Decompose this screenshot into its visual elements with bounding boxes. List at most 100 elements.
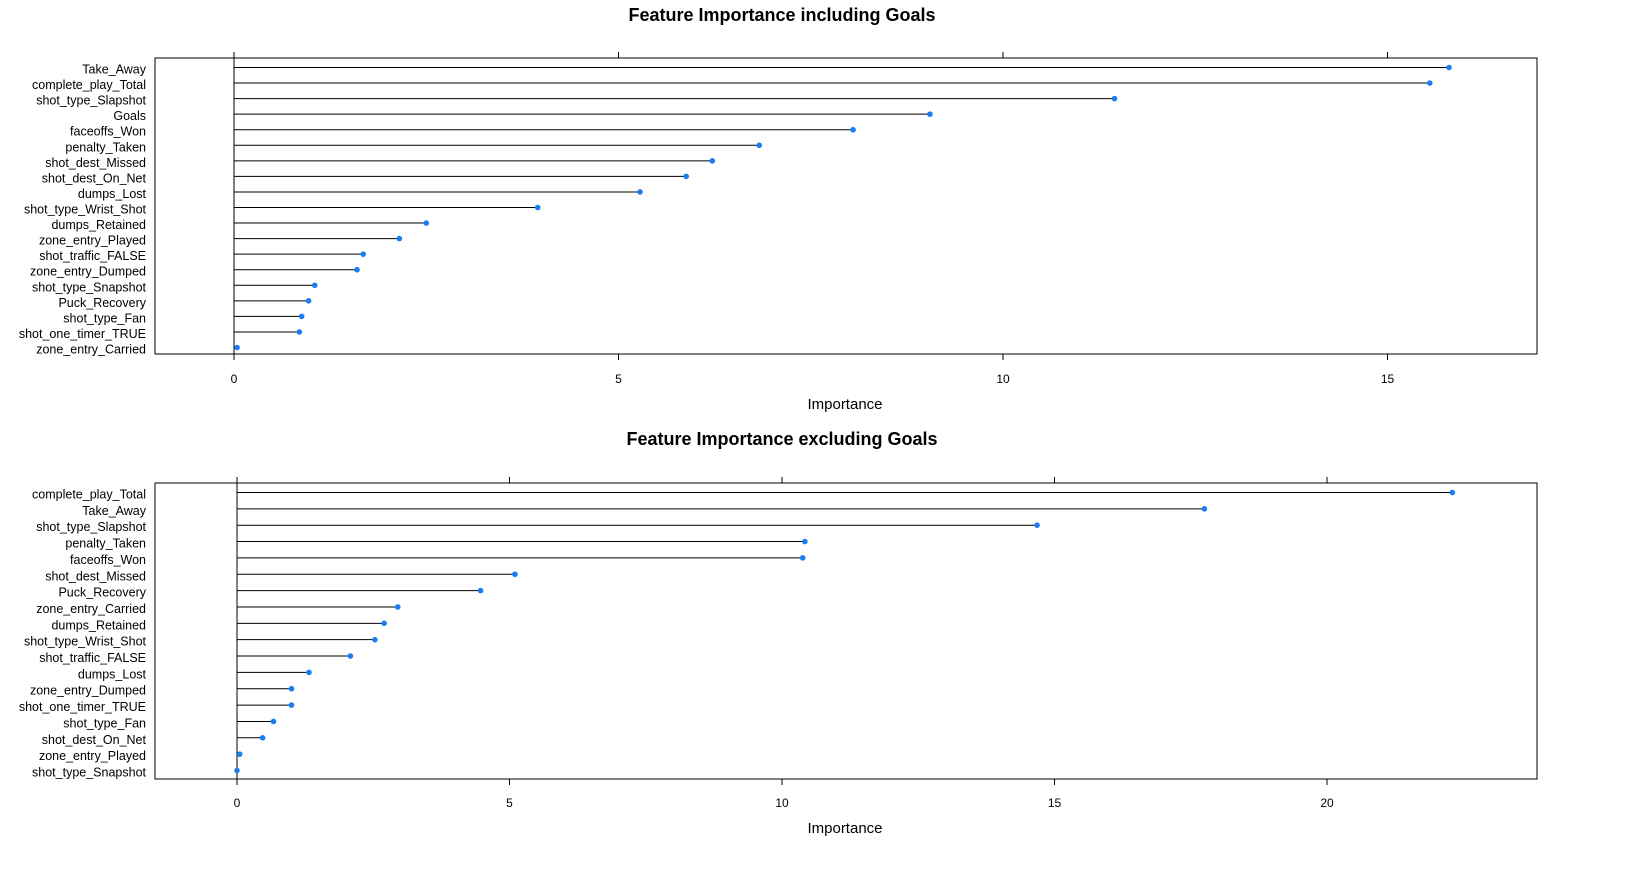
y-tick-label: faceoffs_Won <box>70 553 146 567</box>
y-tick-label: Take_Away <box>82 504 146 518</box>
plot-frame <box>154 57 1538 355</box>
lollipop-point <box>802 538 808 545</box>
lollipop-point <box>288 685 295 692</box>
lollipop-point <box>311 282 318 289</box>
lollipop-point <box>756 142 763 149</box>
lollipop-point <box>296 329 303 335</box>
lollipop-point <box>423 220 430 226</box>
lollipop-point <box>1111 95 1118 102</box>
y-tick-label: shot_type_Slapshot <box>36 520 146 534</box>
plot-frame <box>154 482 1538 780</box>
x-axis-label: Importance <box>807 820 882 837</box>
lollipop-point <box>354 266 360 273</box>
y-tick-label: shot_one_timer_TRUE <box>19 327 146 341</box>
y-tick-label: shot_dest_On_Net <box>42 733 147 747</box>
y-tick-label: shot_dest_Missed <box>45 569 146 583</box>
x-tick-label-20: 20 <box>1320 796 1334 810</box>
panel-excluding-goals: Feature Importance excluding Goals 0 5 10 1… <box>19 429 1538 837</box>
lollipop-point <box>512 571 518 578</box>
lollipop-point <box>1034 522 1040 529</box>
lollipop-point <box>850 126 856 133</box>
y-tick-label: shot_type_Wrist_Shot <box>24 635 147 649</box>
y-tick-label: complete_play_Total <box>32 78 146 92</box>
panel-including-goals: Feature Importance including Goals 0 5 10 1… <box>19 5 1538 413</box>
lollipop-point <box>298 313 305 320</box>
y-tick-label: dumps_Lost <box>78 667 147 681</box>
lollipop-point <box>347 653 354 659</box>
y-tick-label: complete_play_Total <box>32 488 146 502</box>
lollipop-point <box>270 718 277 725</box>
y-tick-label: Puck_Recovery <box>58 586 146 600</box>
y-tick-label: shot_type_Snapshot <box>32 766 147 780</box>
lollipop-point <box>1201 506 1208 512</box>
bottom-tick-marks <box>236 779 1328 785</box>
y-tick-label: shot_type_Wrist_Shot <box>24 203 147 217</box>
top-tick-marks <box>233 52 1388 58</box>
y-tick-label: shot_type_Fan <box>63 716 146 730</box>
x-tick-labels: 0 5 10 15 20 <box>234 796 1334 810</box>
y-tick-label: zone_entry_Played <box>39 749 146 763</box>
y-tick-labels: complete_play_Total Take_Away shot_type_Sl… <box>19 488 147 780</box>
x-tick-labels: 0 5 10 15 <box>231 372 1395 386</box>
bottom-tick-marks <box>233 354 1388 360</box>
x-tick-label-5: 5 <box>615 372 622 386</box>
y-tick-label: shot_type_Snapshot <box>32 280 147 294</box>
lollipop-point <box>288 702 295 708</box>
x-tick-label-15: 15 <box>1381 372 1395 386</box>
lollipop-point <box>306 669 312 676</box>
lollipop-point <box>394 604 401 610</box>
lollipop-point <box>1426 80 1433 86</box>
y-tick-label: dumps_Lost <box>78 187 147 201</box>
lollipop-point <box>683 173 689 180</box>
y-tick-label: zone_entry_Carried <box>36 343 146 357</box>
lollipop-marks <box>234 489 1456 774</box>
top-tick-marks <box>236 477 1328 483</box>
chart-title: Feature Importance excluding Goals <box>626 429 937 449</box>
x-axis-label: Importance <box>807 396 882 413</box>
y-tick-label: penalty_Taken <box>65 537 146 551</box>
y-tick-label: shot_type_Fan <box>63 311 146 325</box>
y-tick-label: shot_type_Slapshot <box>36 94 146 108</box>
y-tick-label: zone_entry_Carried <box>36 602 146 616</box>
lollipop-point <box>381 620 387 627</box>
lollipop-point <box>534 204 541 211</box>
y-tick-label: faceoffs_Won <box>70 125 146 139</box>
y-tick-label: dumps_Retained <box>51 618 146 632</box>
lollipop-point <box>799 555 806 561</box>
y-tick-label: penalty_Taken <box>65 140 146 154</box>
y-tick-label: shot_traffic_FALSE <box>39 249 146 263</box>
lollipop-point <box>236 751 243 757</box>
lollipop-point <box>637 189 643 195</box>
lollipop-marks <box>234 64 1452 351</box>
y-tick-label: zone_entry_Played <box>39 234 146 248</box>
lollipop-point <box>234 344 240 351</box>
y-tick-label: shot_one_timer_TRUE <box>19 700 146 714</box>
lollipop-point <box>396 235 403 242</box>
lollipop-point <box>1449 489 1456 496</box>
x-tick-label-5: 5 <box>506 796 513 810</box>
y-tick-label: Puck_Recovery <box>58 296 146 310</box>
y-tick-label: Take_Away <box>82 63 146 77</box>
y-tick-label: Goals <box>113 109 146 123</box>
lollipop-point <box>477 587 484 594</box>
x-tick-label-15: 15 <box>1048 796 1062 810</box>
chart-title: Feature Importance including Goals <box>628 5 935 25</box>
x-tick-label-0: 0 <box>234 796 241 810</box>
y-tick-label: zone_entry_Dumped <box>30 684 146 698</box>
lollipop-point <box>1446 64 1452 71</box>
x-tick-label-10: 10 <box>775 796 789 810</box>
y-tick-label: zone_entry_Dumped <box>30 265 146 279</box>
lollipop-point <box>360 251 366 257</box>
lollipop-point <box>709 158 716 164</box>
lollipop-point <box>372 636 378 643</box>
lollipop-point <box>234 767 240 774</box>
y-tick-label: shot_dest_On_Net <box>42 171 147 185</box>
lollipop-point <box>927 111 933 117</box>
lollipop-point <box>305 298 312 304</box>
x-tick-label-10: 10 <box>996 372 1010 386</box>
y-tick-label: shot_traffic_FALSE <box>39 651 146 665</box>
y-tick-label: dumps_Retained <box>51 218 146 232</box>
